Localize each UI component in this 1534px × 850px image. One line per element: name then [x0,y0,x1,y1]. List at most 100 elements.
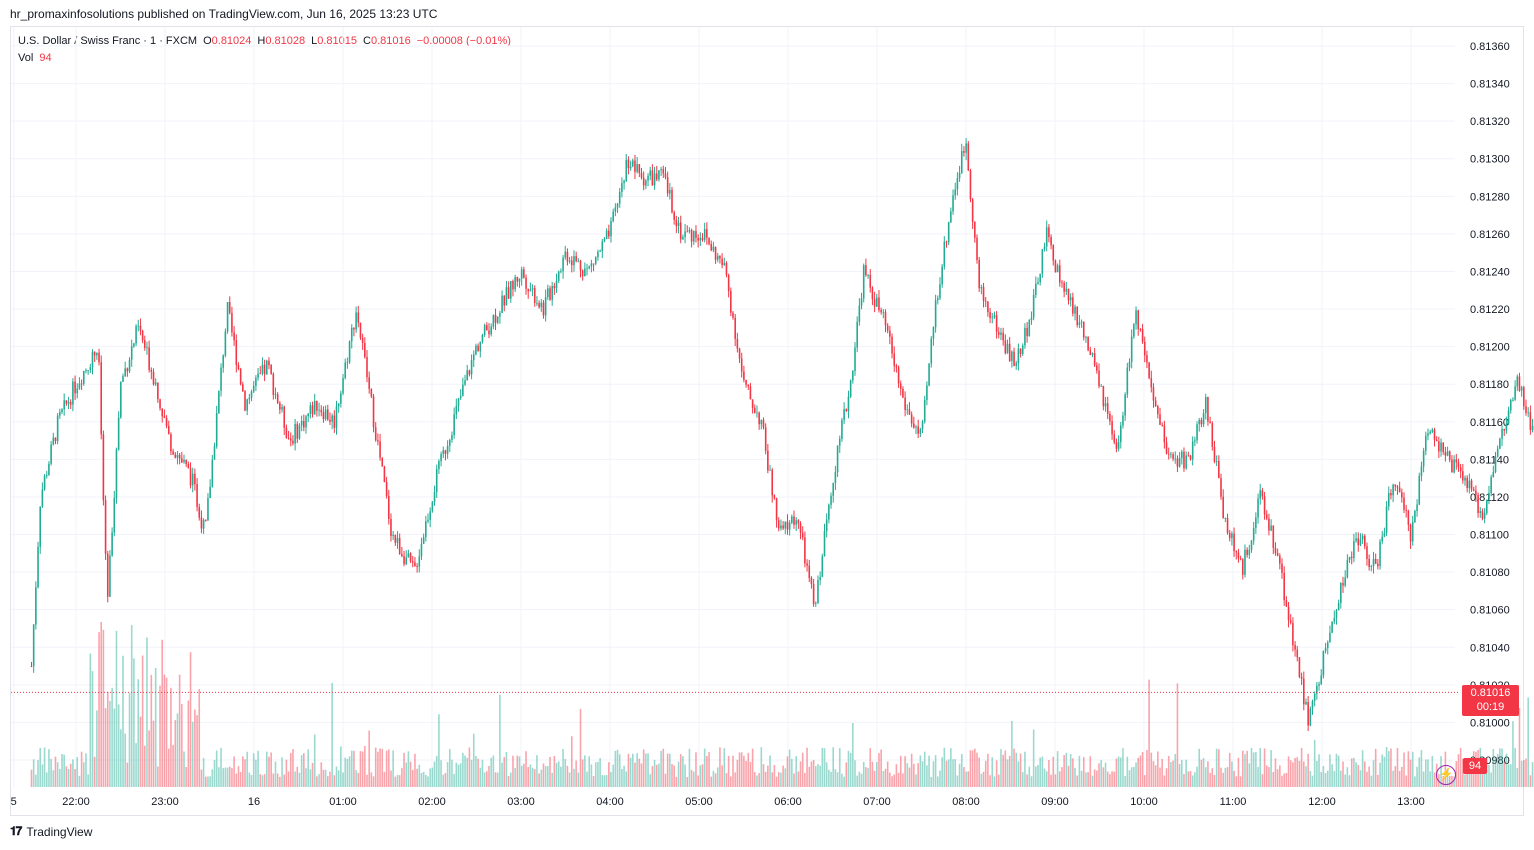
candle-body [869,275,872,288]
lightning-icon[interactable]: ⚡ [1436,765,1456,785]
candle-body [272,373,275,395]
candle-body [930,338,933,364]
volume-bar [782,765,784,787]
candle-body [1244,549,1246,575]
candle-body [967,143,970,171]
volume-bar [120,729,122,787]
candle-body [599,251,601,252]
volume-bar [1281,775,1283,787]
candle-body [320,409,323,413]
candle-body [440,454,442,462]
candle-body [658,170,660,180]
volume-bar [1422,771,1425,787]
volume-bar [451,759,453,787]
candle-body [366,356,368,378]
candle-body [1370,566,1373,567]
volume-bar [139,716,142,787]
tradingview-logo-icon[interactable]: 𝟏𝟕 [10,824,22,838]
published-line: hr_promaxinfosolutions published on Trad… [10,7,438,21]
candle-body [828,504,830,520]
volume-bar [1374,748,1377,787]
candle-body [1198,420,1201,425]
candle-body [486,325,488,331]
volume-bar [823,748,826,787]
volume-bar [294,771,296,787]
volume-bar [688,748,691,787]
volume-bar [1045,771,1048,787]
candle-body [226,302,229,332]
volume-bar [1503,761,1506,787]
brand-name[interactable]: TradingView [26,824,93,839]
volume-bar [499,694,501,787]
volume-bar [1178,764,1181,787]
symbol-label[interactable]: U.S. Dollar / Swiss Franc · 1 · FXCM [18,35,198,47]
y-tick-label: 0.81200 [1470,342,1510,354]
volume-bar [311,762,314,787]
volume-bar [157,766,159,787]
volume-bar [409,761,412,787]
volume-bar [1257,766,1259,787]
candle-body [730,290,732,313]
candle-body [453,414,455,436]
candle-body [89,367,92,371]
volume-bar [1152,761,1155,787]
volume-bar [736,759,739,787]
candle-body [982,286,985,301]
candle-body [1215,461,1218,462]
volume-bar [300,754,303,787]
volume-label[interactable]: Vol [18,52,34,64]
candle-body [1525,406,1527,413]
volume-bar [1270,750,1272,787]
candle-body [956,178,959,190]
candle-body [889,330,891,337]
candle-body [878,297,880,311]
volume-bar [1353,757,1355,787]
volume-bar [259,774,262,787]
volume-bar [1516,767,1519,787]
candle-body [342,378,344,394]
candle-body [915,426,917,428]
candle-body [1512,399,1514,401]
candle-body [1279,555,1281,564]
candle-body [268,360,270,366]
candle-body [1313,693,1316,701]
candle-body [300,420,303,426]
close-value: 0.81016 [370,35,411,47]
volume-bar [841,773,843,787]
volume-bar [734,772,736,787]
candle-body [875,297,878,307]
candle-body [841,420,843,439]
volume-bar [1187,771,1190,787]
volume-bar [756,775,758,787]
candle-body [150,369,153,372]
volume-bar [416,768,418,787]
candle-body [562,257,564,272]
candle-body [753,407,756,413]
volume-bar [237,766,240,787]
close-label: C [363,35,371,47]
candle-body [1490,477,1492,494]
candle-body [856,321,858,348]
candle-body [1516,376,1519,387]
candle-body [211,459,214,487]
volume-bar [592,776,595,787]
y-tick-label: 0.81320 [1470,116,1510,128]
candle-body [538,302,540,308]
volume-bar [860,773,863,787]
volume-bar [146,637,148,787]
volume-bar [1106,771,1109,787]
candle-body [1030,317,1033,320]
candle-body [708,237,710,244]
candle-body [891,336,893,354]
x-tick-label: 08:00 [952,796,980,808]
volume-bar [1276,769,1279,787]
candle-body [549,288,551,300]
volume-bar [649,774,652,787]
candle-body [1361,535,1364,540]
candle-body [1037,282,1039,284]
volume-bar [85,753,87,787]
candle-body [1021,345,1024,354]
volume-bar [682,756,684,787]
candle-body [357,312,360,323]
